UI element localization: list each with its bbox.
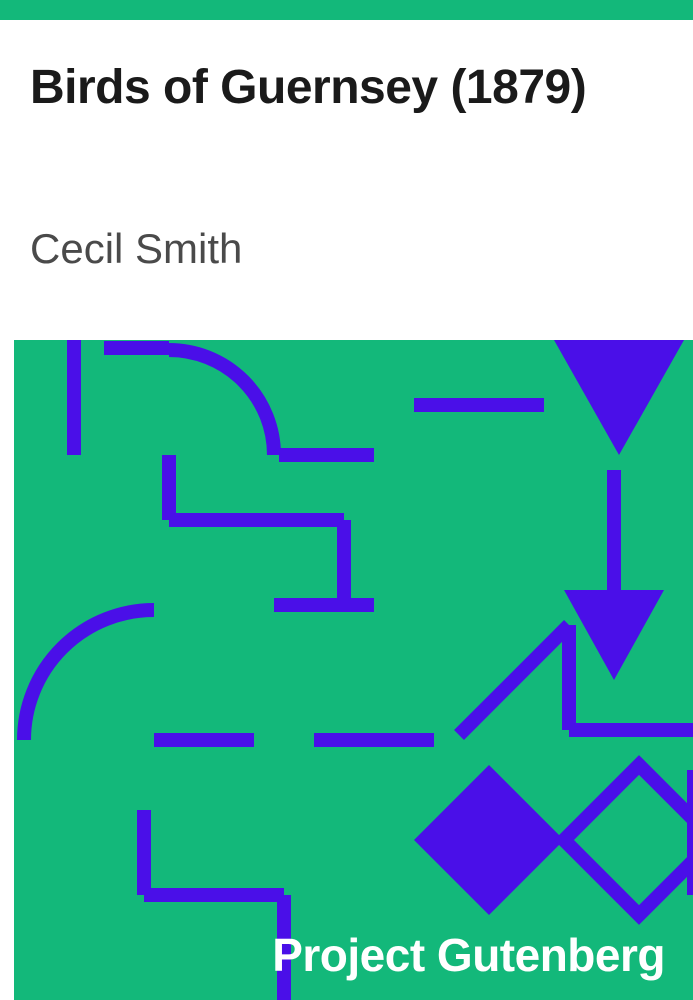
top-accent-bar [0, 0, 693, 20]
publisher-label: Project Gutenberg [272, 928, 665, 982]
book-title: Birds of Guernsey (1879) [0, 20, 693, 115]
book-author: Cecil Smith [0, 115, 693, 273]
cover-artwork: Project Gutenberg [14, 340, 693, 1000]
abstract-pattern-svg [14, 340, 693, 1000]
